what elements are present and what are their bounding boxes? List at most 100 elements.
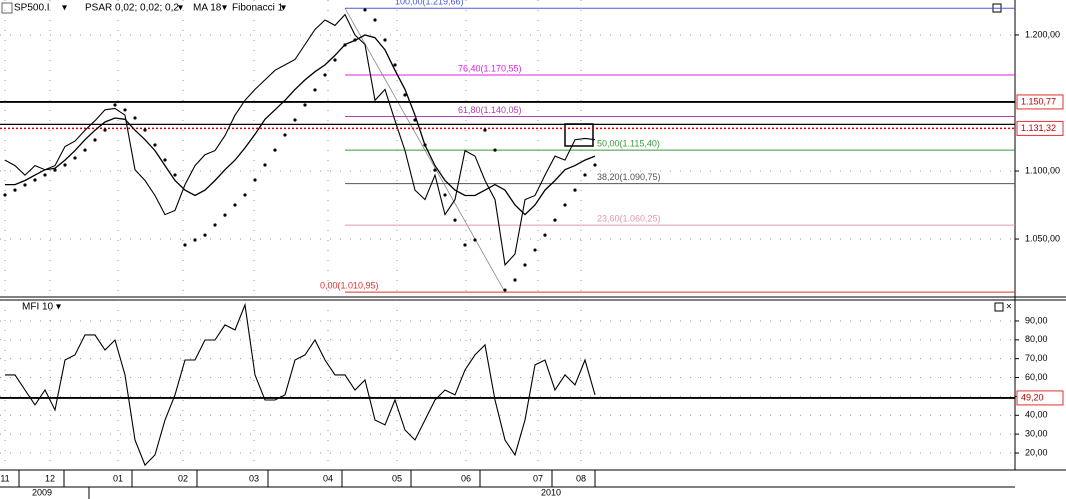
menu-arrow[interactable]: ▾ — [56, 302, 61, 313]
psar-dot — [283, 133, 287, 137]
psar-dot — [303, 103, 307, 107]
psar-dot — [23, 183, 27, 187]
psar-dot — [523, 263, 527, 267]
psar-dot — [363, 8, 367, 12]
psar-dot — [153, 143, 157, 147]
psar-dot — [213, 223, 217, 227]
psar-dot — [533, 248, 537, 252]
psar-dot — [563, 203, 567, 207]
x-tick-label: 07 — [533, 473, 543, 483]
year-label: 2010 — [541, 487, 561, 497]
indicator-name: Fibonacci 1 — [232, 3, 284, 14]
psar-dot — [53, 168, 57, 172]
menu-arrow[interactable]: ▾ — [281, 3, 286, 14]
indicator-name: MA 18 — [193, 3, 222, 14]
psar-dot — [253, 178, 257, 182]
x-tick-label: 02 — [178, 473, 188, 483]
price-line — [5, 302, 596, 467]
psar-dot — [93, 138, 97, 142]
psar-dot — [463, 243, 467, 247]
psar-dot — [553, 218, 557, 222]
x-tick-label: 05 — [392, 473, 402, 483]
psar-dot — [423, 143, 427, 147]
indicator-line — [5, 34, 596, 216]
psar-dot — [333, 58, 337, 62]
psar-dot — [193, 238, 197, 242]
indicator-name: MFI 10 — [22, 302, 54, 313]
psar-dot — [593, 163, 597, 167]
psar-dot — [43, 173, 47, 177]
fib-label: 38,20(1.090,75) — [597, 172, 661, 182]
x-tick-label: 12 — [45, 473, 55, 483]
menu-arrow[interactable]: ▾ — [178, 3, 183, 14]
y-tick-label: 80,00 — [1025, 334, 1048, 344]
fib-label: 50,00(1.115,40) — [597, 138, 660, 148]
year-label: 2009 — [32, 487, 52, 497]
x-tick-label: 04 — [323, 473, 333, 483]
psar-dot — [293, 118, 297, 122]
fib-label: 76,40(1.170,55) — [458, 63, 522, 73]
symbol-name: SP500.I — [14, 3, 50, 14]
fib-label: 100,00(1.219,66) — [395, 0, 464, 7]
psar-dot — [273, 148, 277, 152]
level-label: 1.131,32 — [1021, 123, 1056, 133]
y-tick-label: 30,00 — [1025, 429, 1048, 439]
psar-dot — [223, 213, 227, 217]
psar-dot — [493, 148, 497, 152]
psar-dot — [63, 163, 67, 167]
psar-dot — [383, 38, 387, 42]
y-tick-label: 1.100,00 — [1025, 165, 1060, 175]
x-tick-label: 06 — [461, 473, 471, 483]
x-tick-label: 08 — [576, 473, 586, 483]
psar-dot — [443, 193, 447, 197]
psar-dot — [573, 188, 577, 192]
level-label: 1.150,77 — [1021, 96, 1056, 106]
psar-dot — [373, 18, 377, 22]
y-tick-label: 1.200,00 — [1025, 29, 1060, 39]
psar-dot — [543, 233, 547, 237]
fib-label: 61,80(1.140,05) — [458, 105, 522, 115]
price-line — [4, 13, 596, 267]
psar-dot — [83, 148, 87, 152]
psar-dot — [123, 108, 127, 112]
x-tick-label: 01 — [113, 473, 123, 483]
psar-dot — [103, 128, 107, 132]
maximize-button[interactable] — [994, 302, 1004, 312]
x-tick-label: 11 — [0, 473, 9, 483]
psar-dot — [113, 103, 117, 107]
y-tick-label: 70,00 — [1025, 353, 1048, 363]
level-label-box — [1016, 120, 1064, 136]
fib-label: 23,60(1.060,25) — [597, 213, 661, 223]
psar-dot — [353, 38, 357, 42]
psar-dot — [313, 88, 317, 92]
level-label-box — [1016, 94, 1064, 110]
psar-dot — [243, 193, 247, 197]
symbol-icon[interactable] — [1, 2, 13, 14]
close-button[interactable]: × — [1006, 302, 1012, 313]
fib-label: 0,00(1.010,95) — [320, 281, 379, 291]
psar-dot — [473, 238, 477, 242]
psar-dot — [183, 243, 187, 247]
psar-dot — [143, 128, 147, 132]
menu-arrow[interactable]: ▾ — [62, 3, 67, 14]
psar-dot — [453, 218, 457, 222]
psar-dot — [3, 193, 7, 197]
psar-dot — [203, 233, 207, 237]
y-tick-label: 1.050,00 — [1025, 233, 1060, 243]
psar-dot — [503, 288, 507, 292]
x-tick-label: 03 — [249, 473, 259, 483]
indicator-name: PSAR 0,02; 0,02; 0,2 — [85, 3, 179, 14]
psar-dot — [393, 63, 397, 67]
level-label-box — [1016, 390, 1064, 406]
psar-dot — [73, 156, 77, 160]
menu-arrow[interactable]: ▾ — [222, 3, 227, 14]
psar-dot — [33, 178, 37, 182]
psar-dot — [173, 173, 177, 177]
psar-dot — [233, 203, 237, 207]
psar-dot — [413, 118, 417, 122]
y-tick-label: 20,00 — [1025, 447, 1048, 457]
psar-dot — [13, 188, 17, 192]
psar-dot — [433, 168, 437, 172]
